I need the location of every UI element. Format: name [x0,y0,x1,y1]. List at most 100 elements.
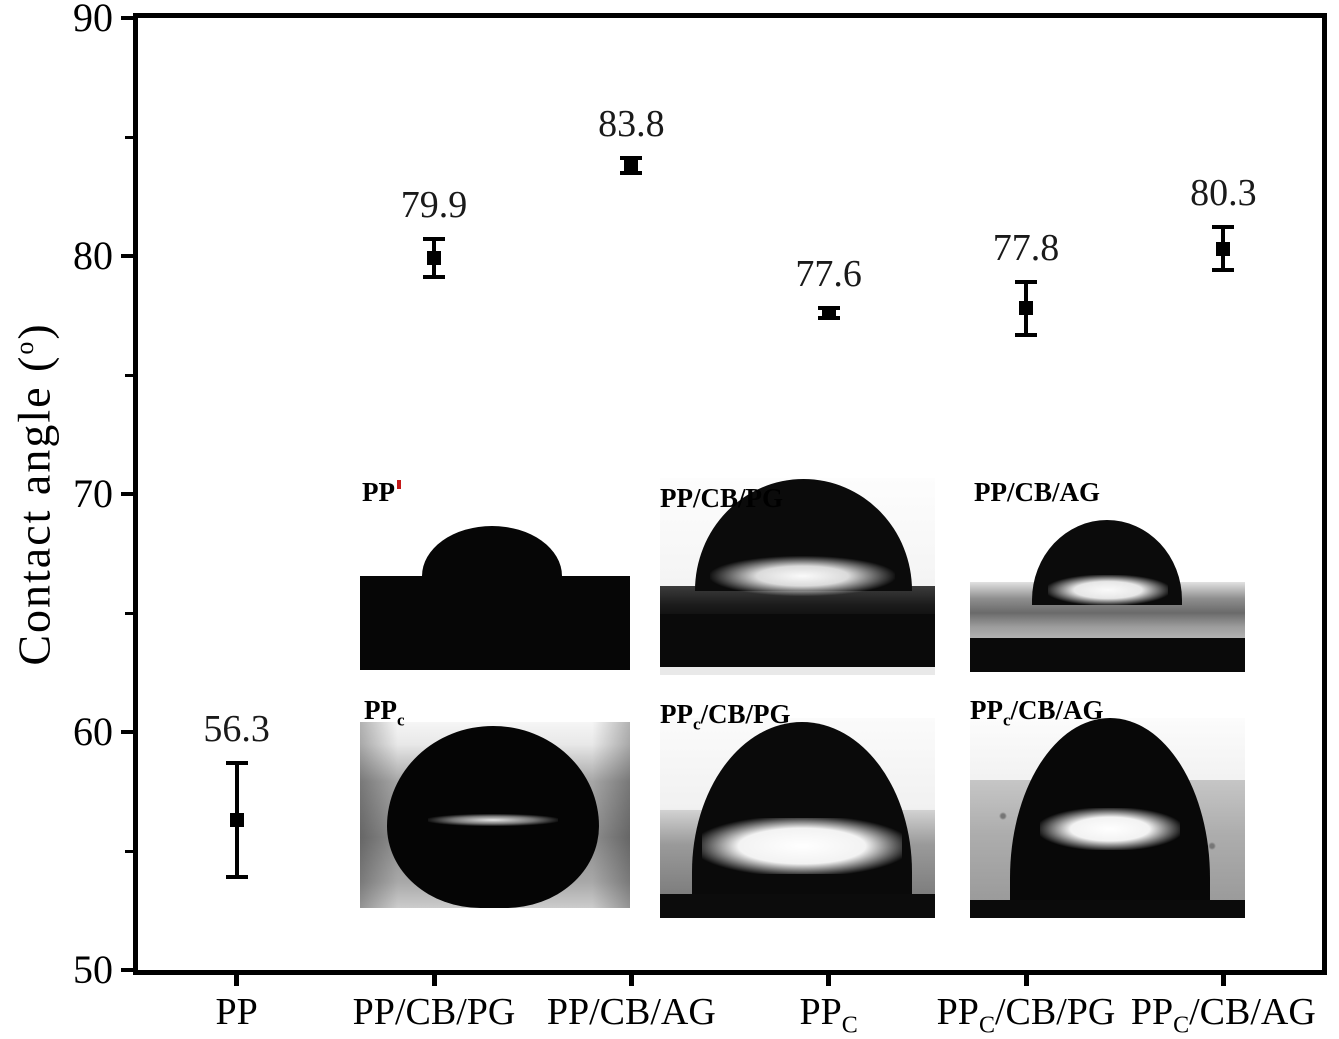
error-bar-cap-top-0 [225,760,248,765]
y-axis-minor-tick-75 [125,373,133,377]
substrate-shadow [660,894,935,918]
plot-area: PP PP/CB/PG PP/CB/AG PPc [73,0,1327,1038]
inset-label-sub: c [397,710,405,730]
error-bar-cap-bottom-1 [423,275,445,280]
data-point-value-label-4: 77.8 [992,227,1060,270]
inset-label-pp-cb-ag: PP/CB/AG [974,478,1100,506]
x-label-text2: /CB/AG [1189,991,1316,1033]
droplet-reflection [1048,575,1168,605]
x-axis-tick-label-3: PPC [689,989,969,1038]
error-bar-cap-bottom-4 [1015,332,1037,337]
y-axis-minor-tick-85 [125,135,133,139]
substrate-shadow [970,900,1245,918]
x-axis-tick-3 [826,975,832,986]
inset-label-text: PP/CB/AG [974,477,1100,507]
inset-label-ppc: PPc [364,695,405,728]
y-axis-tick-label-90: 90 [73,0,113,40]
y-axis-tick-label-70: 70 [73,471,113,516]
data-point-5 [1216,241,1231,256]
x-axis-tick-label-2: PP/CB/AG [491,989,771,1035]
label-artifact-mark [397,480,401,489]
inset-label-sub: c [1003,710,1011,730]
inset-label-text: PP/CB/PG [660,483,783,513]
error-bar-cap-bottom-2 [620,170,643,175]
y-axis-title-close: ) [8,322,60,340]
inset-label-text: PP [364,695,397,725]
droplet-reflection [1040,808,1180,850]
error-bar-cap-top-4 [1015,280,1037,285]
x-label-subscript: C [841,1012,858,1039]
y-axis-major-tick-80 [121,254,133,258]
x-label-text: PP [215,991,258,1033]
x-label-text: PP [936,991,979,1033]
y-axis-tick-label-60: 60 [73,709,113,754]
inset-label-pp-cb-pg: PP/CB/PG [660,484,783,512]
x-axis-tick-0 [234,975,240,986]
photo-background [360,722,630,908]
y-axis-major-tick-90 [121,16,133,20]
inset-label-text2: /CB/PG [700,699,791,729]
droplet-reflection [428,814,558,826]
data-point-4 [1019,301,1033,316]
inset-label-text: PP [970,695,1003,725]
inset-label-text2: /CB/AG [1010,695,1104,725]
droplet-reflection [702,818,902,874]
data-point-value-label-1: 79.9 [400,184,468,227]
y-axis-major-tick-60 [121,730,133,734]
inset-photo-pp: PP [360,474,630,674]
error-bar-cap-top-1 [423,237,445,242]
x-label-text: PP [799,991,842,1033]
data-point-3 [821,306,836,321]
x-axis-tick-label-0: PP [97,989,377,1035]
inset-label-text: PP [660,699,693,729]
y-axis-tick-label-50: 50 [73,947,113,992]
error-bar-cap-bottom-0 [225,875,248,880]
error-bar-cap-top-5 [1212,225,1235,230]
y-axis-major-tick-70 [121,492,133,496]
error-bar-cap-top-2 [620,156,643,161]
x-axis-tick-4 [1023,975,1029,986]
data-point-2 [624,158,639,173]
degree-symbol: o [10,339,40,355]
error-bar-cap-bottom-5 [1212,268,1235,273]
inset-label-ppc-cb-ag: PPc/CB/AG [970,695,1104,728]
x-label-text2: /CB/PG [994,991,1116,1033]
x-label-text: PP/CB/PG [352,991,516,1033]
x-label-subscript: C [978,1012,995,1039]
x-label-text: PP/CB/AG [546,991,716,1033]
substrate [360,576,630,670]
x-label-subscript: C [1173,1012,1190,1039]
photo-background [660,718,935,918]
photo-background [970,718,1245,918]
x-axis-tick-2 [628,975,634,986]
inset-photo-ppc-cb-pg: PPc/CB/PG [660,696,935,918]
droplet-reflection [710,556,895,596]
x-axis-tick-label-1: PP/CB/PG [294,989,574,1035]
inset-photo-ppc-cb-ag: PPc/CB/AG [970,696,1245,918]
substrate-shadow [970,638,1245,672]
data-point-value-label-2: 83.8 [598,103,665,146]
inset-photo-pp-cb-pg: PP/CB/PG [660,470,935,675]
inset-label-text: PP [362,477,395,507]
inset-label-pp: PP [362,478,395,506]
y-axis-major-tick-50 [121,968,133,972]
data-point-value-label-5: 80.3 [1190,172,1257,215]
substrate-shadow [660,614,935,667]
x-axis-tick-1 [431,975,437,986]
x-axis-tick-5 [1220,975,1226,986]
y-axis-tick-label-80: 80 [73,233,113,278]
inset-label-ppc-cb-pg: PPc/CB/PG [660,699,791,732]
inset-photo-ppc: PPc [360,696,630,908]
x-axis-tick-label-5: PPC/CB/AG [1083,989,1339,1038]
inset-label-sub: c [693,714,701,734]
data-point-value-label-0: 56.3 [203,707,270,750]
data-point-value-label-3: 77.6 [795,253,862,296]
y-axis-minor-tick-65 [125,611,133,615]
droplet-dome [422,526,562,576]
data-point-0 [229,813,244,828]
x-axis-tick-label-4: PPC/CB/PG [886,989,1166,1038]
data-point-1 [427,251,441,266]
x-label-text: PP [1130,991,1174,1033]
y-axis-minor-tick-55 [125,849,133,853]
